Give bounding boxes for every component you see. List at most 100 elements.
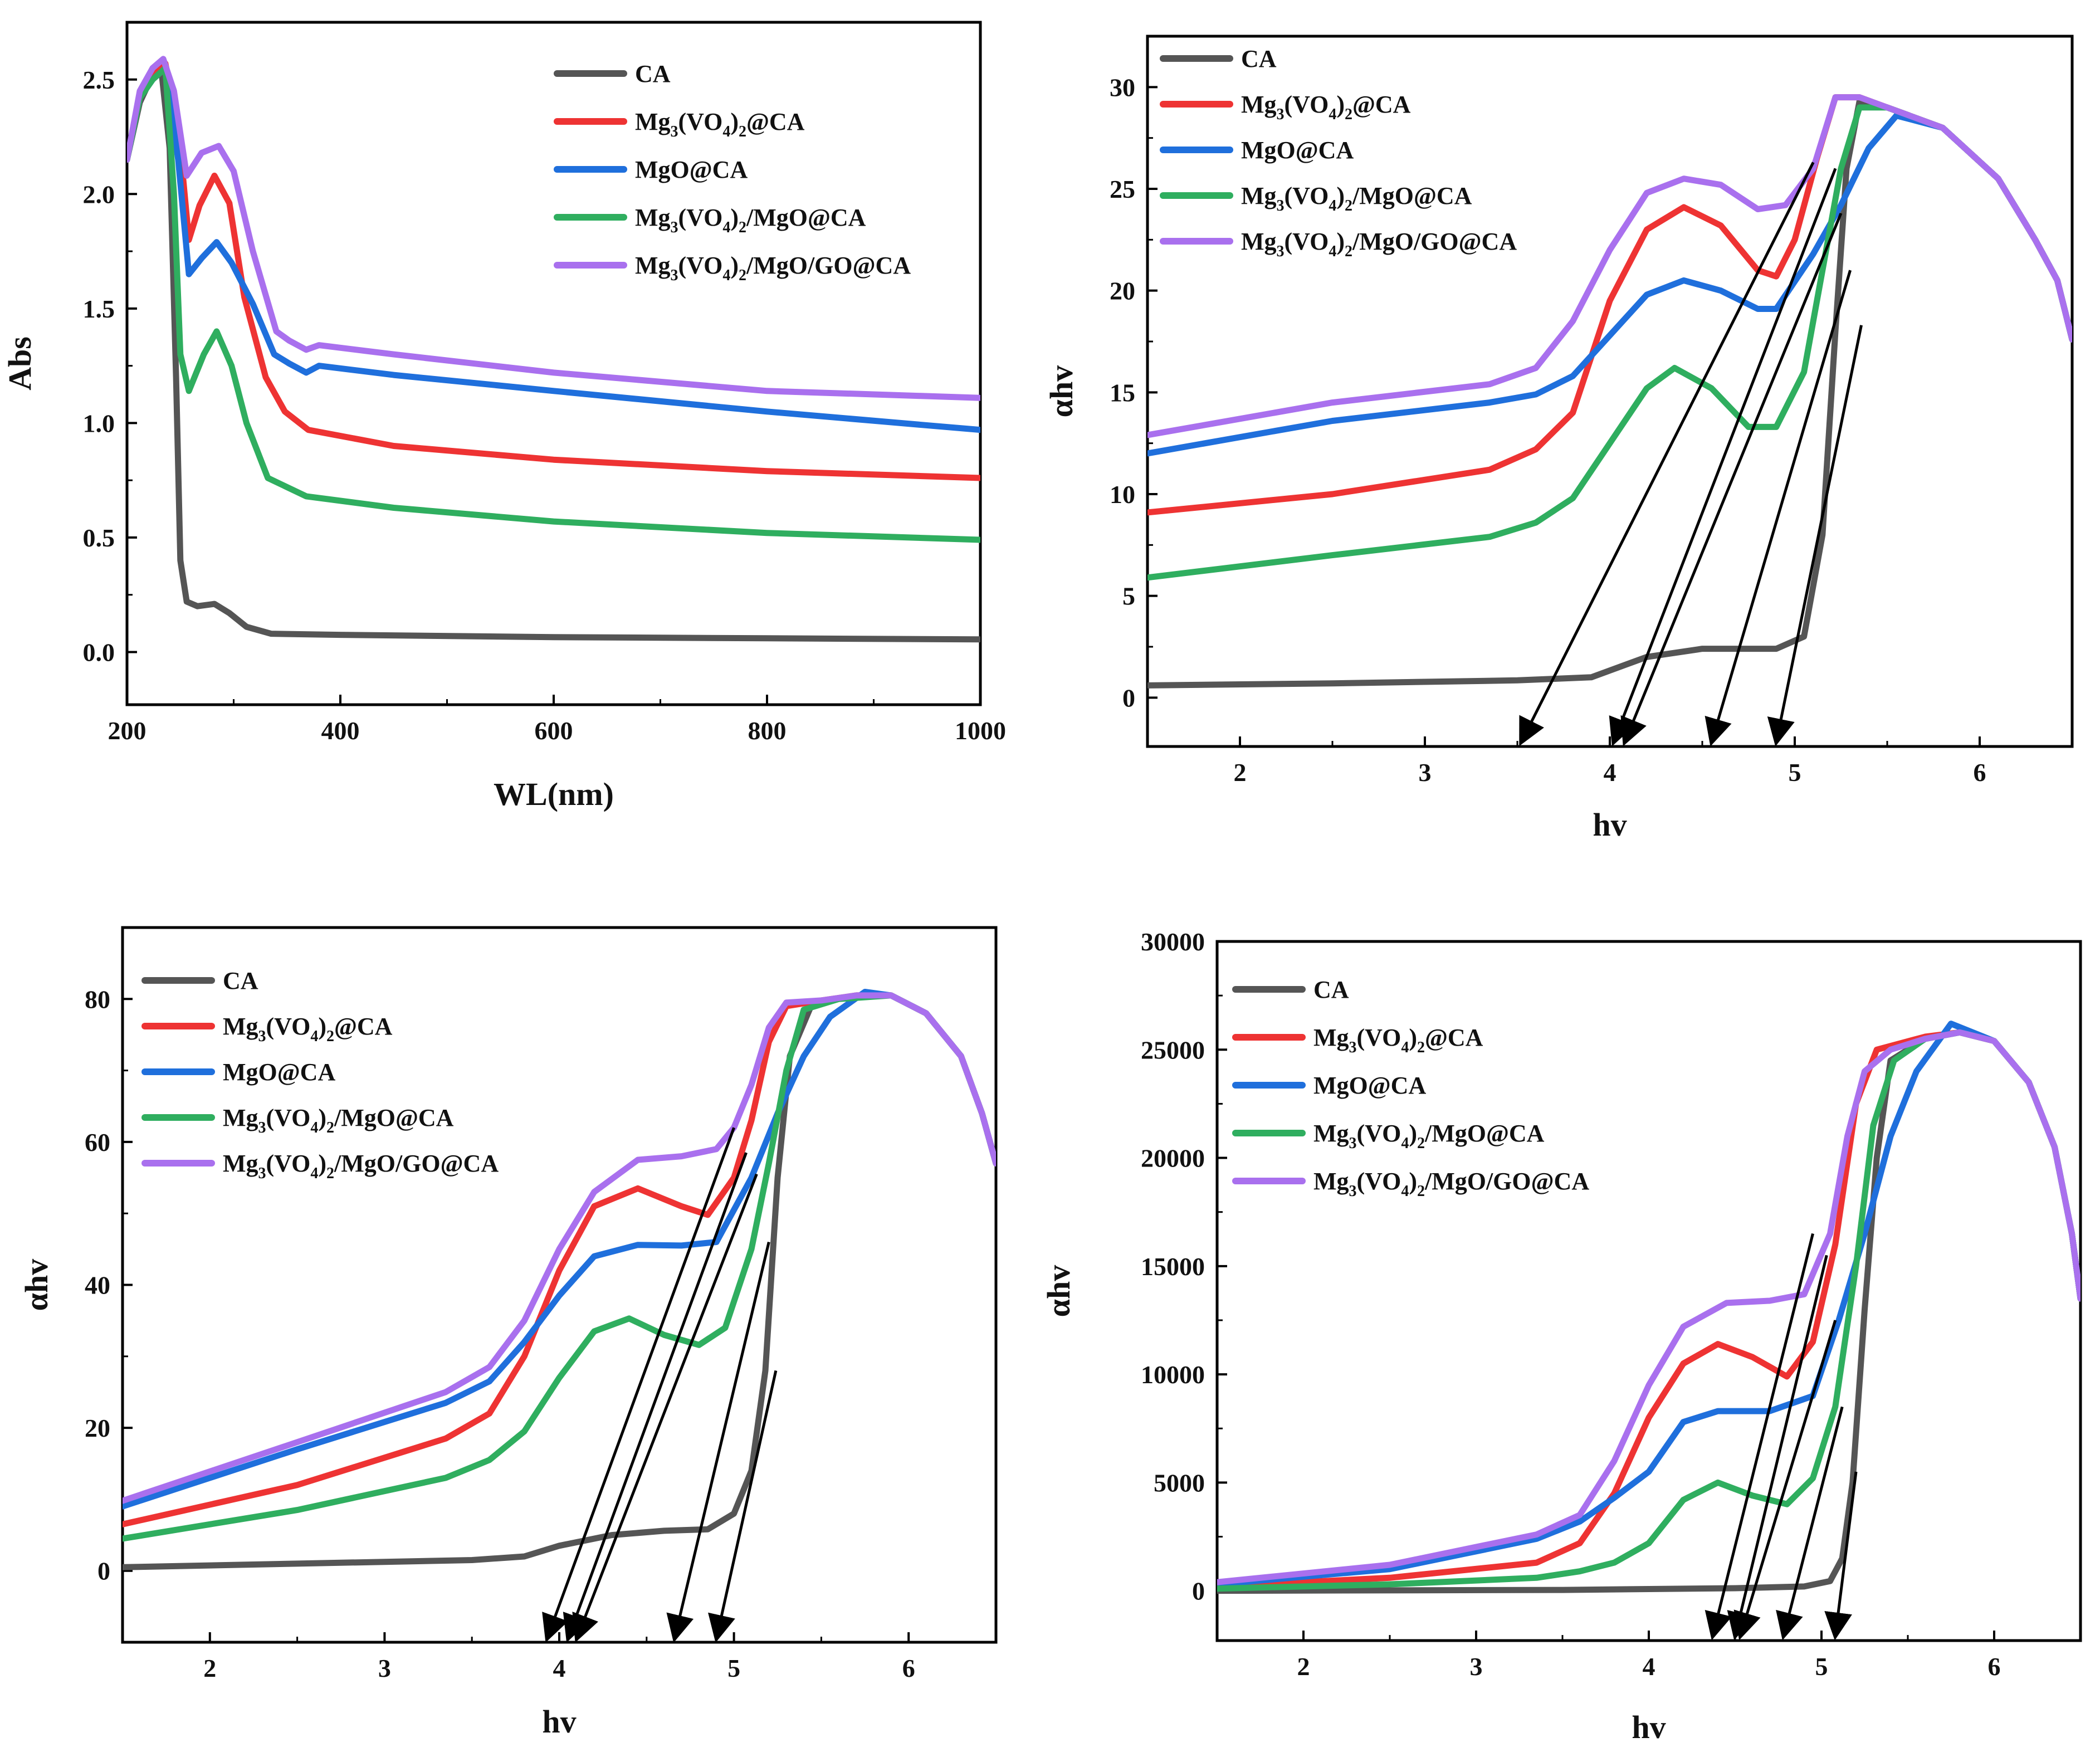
series-line-Mg3VO42MgOGO: [127, 56, 980, 401]
x-tick-label: 3: [1419, 758, 1432, 787]
legend-label-Mg3VO42MgO: Mg3(VO4)2/MgO@CA: [1241, 182, 1472, 214]
series-group: [1147, 94, 2072, 689]
y-tick-label: 15: [1110, 378, 1135, 407]
y-tick-label: 30000: [1141, 928, 1205, 956]
legend-label-Mg3VO42MgO: Mg3(VO4)2/MgO@CA: [223, 1104, 454, 1136]
series-group: [127, 56, 980, 643]
x-tick-label: 2: [1234, 758, 1247, 787]
series-line-Mg3VO42MgO: [1147, 104, 2072, 581]
legend-label-CA: CA: [1313, 976, 1349, 1003]
y-tick-label: 5: [1122, 582, 1135, 611]
x-tick-label: 5: [727, 1654, 740, 1682]
legend-label-Mg3VO42MgO: Mg3(VO4)2/MgO@CA: [635, 204, 866, 236]
series-line-Mg3VO42: [1217, 1029, 2081, 1590]
y-tick-label: 80: [85, 985, 110, 1013]
x-tick-label: 800: [748, 716, 787, 745]
y-tick-label: 25: [1110, 175, 1135, 203]
x-tick-label: 6: [1988, 1652, 2001, 1681]
tauc-plot-bottom-right: 2 3 4 5 6 0 5000 10000 15000 20000 25000 30000 hv αhv…: [1041, 928, 2082, 1745]
y-tick-label: 60: [85, 1128, 110, 1156]
y-tick-label: 2.0: [83, 180, 115, 208]
y-tick-label: 10000: [1141, 1360, 1205, 1389]
legend-label-Mg3VO42: Mg3(VO4)2@CA: [1313, 1024, 1483, 1056]
y-axis-label: αhv: [18, 1259, 55, 1311]
y-tick-label: 0: [1192, 1577, 1205, 1605]
x-tick-label: 600: [535, 716, 573, 745]
y-tick-label: 0.0: [83, 638, 115, 666]
y-axis-label: αhv: [1041, 1265, 1077, 1317]
series-line-CA: [1217, 1029, 2081, 1594]
y-tick-label: 0: [97, 1557, 110, 1585]
y-tick-label: 25000: [1141, 1036, 1205, 1064]
x-axis-label: hv: [1632, 1709, 1666, 1745]
series-line-CA: [127, 65, 980, 643]
series-group: [1217, 1021, 2081, 1594]
legend-label-CA: CA: [223, 967, 258, 994]
extrapolation-arrow: [1705, 270, 1852, 746]
extrapolation-arrow: [542, 1127, 735, 1643]
legend-label-Mg3VO42MgOGO: Mg3(VO4)2/MgO/GO@CA: [1241, 228, 1517, 260]
x-tick-label: 2: [203, 1654, 216, 1682]
y-tick-label: 40: [85, 1271, 110, 1300]
x-tick-label: 4: [1643, 1652, 1655, 1681]
legend-label-Mg3VO42MgOGO: Mg3(VO4)2/MgO/GO@CA: [635, 252, 911, 284]
legend-label-Mg3VO42MgOGO: Mg3(VO4)2/MgO/GO@CA: [223, 1150, 499, 1182]
y-tick-label: 10: [1110, 480, 1135, 509]
x-tick-label: 3: [1470, 1652, 1483, 1681]
legend-label-MgO: MgO@CA: [1313, 1072, 1426, 1099]
y-axis-label: αhv: [1043, 365, 1080, 418]
legend-label-Mg3VO42: Mg3(VO4)2@CA: [635, 108, 805, 140]
x-tick-label: 4: [553, 1654, 566, 1682]
extrapolation-arrow: [1519, 162, 1815, 746]
y-tick-label: 15000: [1141, 1252, 1205, 1281]
tauc-plot-bottom-left: 2 3 4 5 6020406080hvαhvCAMg3(VO4)2@CAMgO@CAM…: [18, 926, 998, 1740]
y-tick-label: 20000: [1141, 1144, 1205, 1173]
series-line-Mg3VO42MgO: [1217, 1029, 2081, 1592]
series-group: [123, 989, 996, 1570]
x-axis-label: hv: [542, 1704, 576, 1740]
y-tick-label: 20: [1110, 277, 1135, 305]
y-tick-label: 5000: [1154, 1468, 1205, 1497]
extrapolation-arrow: [1620, 212, 1843, 746]
x-tick-label: 6: [902, 1654, 915, 1682]
series-line-Mg3VO42MgO: [127, 65, 980, 543]
extrapolation-arrow: [1733, 1320, 1837, 1641]
legend-label-Mg3VO42: Mg3(VO4)2@CA: [1241, 91, 1411, 123]
extrapolation-arrow: [1767, 325, 1863, 747]
absorbance-chart: 200 400 600 800 1000 0.0 0.5 1.0 1.5 2.0 2.5 WL(nm)…: [2, 21, 1006, 812]
legend-label-Mg3VO42MgO: Mg3(VO4)2/MgO@CA: [1313, 1120, 1545, 1152]
tauc-plot-top-right: 2 3 4 5 6 0 5 10 15 20 25 30 hv αhv CA Mg3(VO4)2@CA MgO@…: [1043, 35, 2074, 843]
y-tick-label: 2.5: [83, 66, 115, 94]
legend-label-MgO: MgO@CA: [223, 1058, 335, 1086]
plot-frame: [125, 21, 982, 706]
series-line-MgO: [1217, 1021, 2081, 1588]
y-tick-label: 0: [1122, 684, 1135, 712]
y-axis-label: Abs: [2, 336, 38, 391]
legend-label-MgO: MgO@CA: [1241, 136, 1354, 164]
x-tick-label: 4: [1604, 758, 1616, 787]
y-tick-label: 30: [1110, 73, 1135, 101]
legend-label-CA: CA: [635, 60, 671, 87]
extrapolation-arrow: [708, 1370, 778, 1643]
x-tick-label: 200: [108, 716, 146, 745]
x-tick-label: 1000: [955, 716, 1006, 745]
y-tick-label: 20: [85, 1414, 110, 1442]
x-tick-label: 5: [1789, 758, 1801, 787]
extrapolation-arrow: [666, 1241, 770, 1643]
x-tick-label: 2: [1297, 1652, 1310, 1681]
x-tick-label: 3: [378, 1654, 391, 1682]
y-tick-label: 1.0: [83, 409, 115, 437]
y-tick-label: 1.5: [83, 295, 115, 323]
x-axis-label: WL(nm): [494, 776, 614, 812]
extrapolation-arrow: [1776, 1406, 1844, 1641]
y-tick-label: 0.5: [83, 524, 115, 552]
extrapolation-arrow: [1705, 1233, 1814, 1641]
legend-label-MgO: MgO@CA: [635, 156, 748, 183]
extrapolation-arrow: [1727, 1255, 1828, 1641]
series-line-Mg3VO42MgOGO: [1217, 1029, 2081, 1585]
x-tick-label: 6: [1974, 758, 1986, 787]
x-tick-label: 5: [1815, 1652, 1828, 1681]
x-tick-label: 400: [321, 716, 360, 745]
legend-label-CA: CA: [1241, 45, 1277, 72]
